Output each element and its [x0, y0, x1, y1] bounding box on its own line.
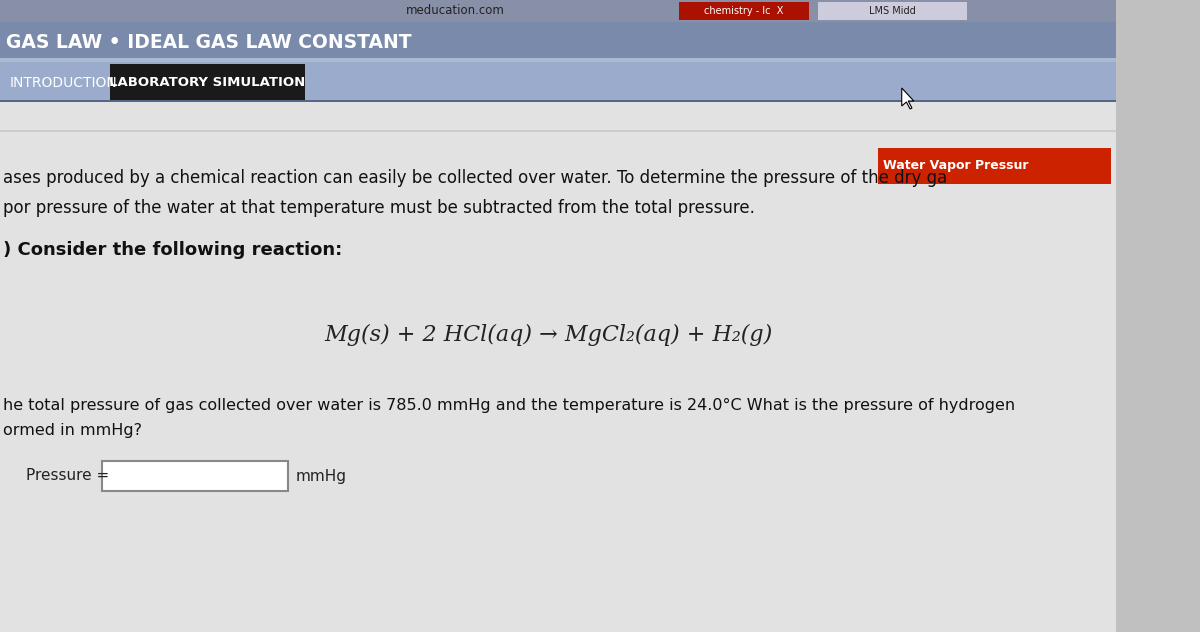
FancyBboxPatch shape: [0, 102, 1116, 632]
Text: LMS Midd: LMS Midd: [869, 6, 916, 16]
Text: chemistry - lc  X: chemistry - lc X: [704, 6, 784, 16]
Text: GAS LAW • IDEAL GAS LAW CONSTANT: GAS LAW • IDEAL GAS LAW CONSTANT: [6, 33, 412, 52]
FancyBboxPatch shape: [0, 22, 1116, 64]
Polygon shape: [901, 88, 914, 109]
FancyBboxPatch shape: [102, 461, 288, 491]
Text: Pressure =: Pressure =: [26, 468, 109, 483]
Text: por pressure of the water at that temperature must be subtracted from the total : por pressure of the water at that temper…: [2, 199, 755, 217]
FancyBboxPatch shape: [679, 2, 809, 20]
FancyBboxPatch shape: [0, 58, 1116, 62]
FancyBboxPatch shape: [0, 62, 1116, 102]
Text: meducation.com: meducation.com: [406, 4, 505, 18]
FancyBboxPatch shape: [818, 2, 967, 20]
FancyBboxPatch shape: [878, 148, 1111, 184]
Text: ormed in mmHg?: ormed in mmHg?: [2, 423, 142, 437]
FancyBboxPatch shape: [109, 64, 305, 100]
FancyBboxPatch shape: [0, 100, 1116, 102]
Text: ases produced by a chemical reaction can easily be collected over water. To dete: ases produced by a chemical reaction can…: [2, 169, 947, 187]
Text: INTRODUCTION: INTRODUCTION: [10, 76, 118, 90]
Text: Water Vapor Pressur: Water Vapor Pressur: [883, 159, 1028, 173]
Text: LABORATORY SIMULATION: LABORATORY SIMULATION: [109, 76, 306, 90]
FancyBboxPatch shape: [0, 130, 1116, 132]
Text: he total pressure of gas collected over water is 785.0 mmHg and the temperature : he total pressure of gas collected over …: [2, 398, 1015, 413]
Text: Mg(s) + 2 HCl(aq) → MgCl₂(aq) + H₂(g): Mg(s) + 2 HCl(aq) → MgCl₂(aq) + H₂(g): [324, 324, 773, 346]
FancyBboxPatch shape: [0, 0, 1116, 22]
Text: ) Consider the following reaction:: ) Consider the following reaction:: [2, 241, 342, 259]
Text: mmHg: mmHg: [295, 468, 347, 483]
